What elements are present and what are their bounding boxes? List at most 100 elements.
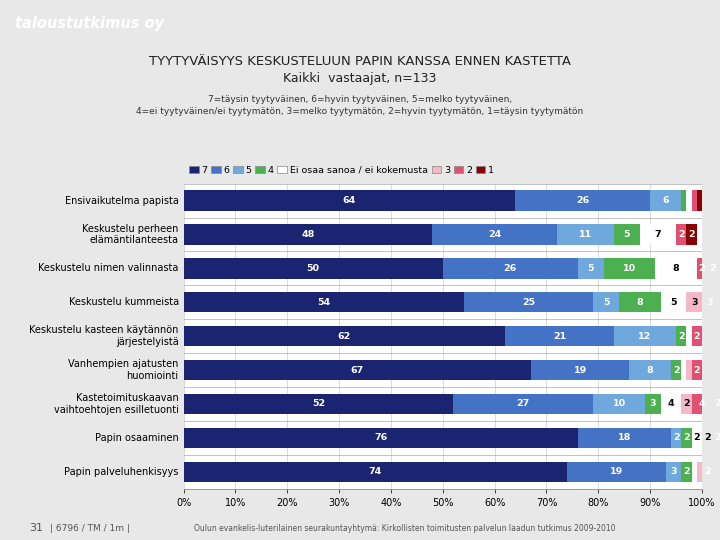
Bar [686,224,697,245]
Bar [640,224,676,245]
Bar [593,292,619,313]
Text: 12: 12 [639,332,652,341]
Bar [660,292,686,313]
Text: 2: 2 [693,433,700,442]
Bar [702,292,718,313]
Bar [702,360,707,380]
Text: 11: 11 [579,230,592,239]
Text: 52: 52 [312,400,325,408]
Bar [557,224,614,245]
Text: 74: 74 [369,467,382,476]
Text: 19: 19 [574,366,587,375]
Bar [184,326,505,346]
Bar [577,258,603,279]
Bar [603,258,655,279]
Text: 62: 62 [338,332,351,341]
Text: Kaikki  vastaajat, n=133: Kaikki vastaajat, n=133 [283,72,437,85]
Text: 7=täysin tyytyväinen, 6=hyvin tyytyväinen, 5=melko tyytyväinen,
4=ei tyytyväinen: 7=täysin tyytyväinen, 6=hyvin tyytyväine… [136,94,584,116]
Bar [655,258,697,279]
Bar [712,394,720,414]
Text: 6: 6 [662,196,669,205]
Text: 54: 54 [317,298,330,307]
Text: 2: 2 [672,366,680,375]
Bar [692,394,712,414]
Text: 2: 2 [693,366,700,375]
Bar [676,224,686,245]
Text: 2: 2 [693,332,700,341]
Text: 2: 2 [683,467,690,476]
Text: 67: 67 [351,366,364,375]
Bar [184,360,531,380]
Bar [692,326,702,346]
Text: 48: 48 [302,230,315,239]
Bar [184,428,577,448]
Text: 2: 2 [688,230,695,239]
Bar [707,258,718,279]
Text: 76: 76 [374,433,387,442]
Bar [686,360,692,380]
Text: 2: 2 [714,400,720,408]
Bar [593,394,645,414]
Text: 3: 3 [649,400,656,408]
Text: 8: 8 [647,366,654,375]
Text: 26: 26 [503,264,517,273]
Bar [184,462,567,482]
Text: 2: 2 [698,264,706,273]
Text: 2: 2 [678,230,685,239]
Bar [567,462,666,482]
Text: 50: 50 [307,264,320,273]
Text: 2: 2 [678,332,685,341]
Bar [681,394,692,414]
Bar [671,360,681,380]
Text: 21: 21 [553,332,566,341]
Bar [184,191,516,211]
Bar [712,462,718,482]
Text: 3: 3 [670,467,677,476]
Text: | 6796 / TM / 1m |: | 6796 / TM / 1m | [50,524,130,532]
Bar [629,360,671,380]
Bar [516,191,650,211]
Text: 2: 2 [704,433,711,442]
Text: 5: 5 [603,298,609,307]
Bar [614,326,676,346]
Bar [697,191,702,211]
Text: 2: 2 [709,264,716,273]
Text: 8: 8 [636,298,643,307]
Text: 64: 64 [343,196,356,205]
Text: 2: 2 [683,400,690,408]
Text: 18: 18 [618,433,631,442]
Bar [686,292,702,313]
Bar [505,326,614,346]
Text: 3: 3 [691,298,698,307]
Bar [666,462,681,482]
Bar [660,394,681,414]
Bar [645,394,660,414]
Text: 10: 10 [623,264,636,273]
Text: 4: 4 [667,400,674,408]
Bar [184,224,433,245]
Text: 2: 2 [672,433,680,442]
Text: taloustutkimus oy: taloustutkimus oy [15,16,164,31]
Bar [697,258,707,279]
Text: Oulun evankelis-luterilainen seurakuntayhtymä: Kirkollisten toimitusten palvelun: Oulun evankelis-luterilainen seurakuntay… [194,524,616,532]
Bar [650,191,681,211]
Bar [702,462,712,482]
Text: 26: 26 [576,196,590,205]
Text: 31: 31 [29,523,42,533]
Text: 10: 10 [613,400,626,408]
Bar [464,292,593,313]
Bar [577,428,671,448]
Bar [692,191,697,211]
Text: TYYTYVÄISYYS KESKUSTELUUN PAPIN KANSSA ENNEN KASTETTA: TYYTYVÄISYYS KESKUSTELUUN PAPIN KANSSA E… [149,55,571,68]
Text: 5: 5 [588,264,594,273]
Bar [686,326,692,346]
Bar [453,394,593,414]
Bar [712,428,720,448]
Bar [681,428,692,448]
Bar [692,428,702,448]
Text: 2: 2 [683,433,690,442]
Text: 5: 5 [624,230,630,239]
Bar [531,360,629,380]
Text: 2: 2 [704,467,711,476]
Text: 7: 7 [654,230,661,239]
